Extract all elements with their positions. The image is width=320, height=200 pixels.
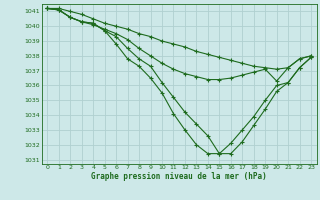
X-axis label: Graphe pression niveau de la mer (hPa): Graphe pression niveau de la mer (hPa) bbox=[91, 172, 267, 181]
